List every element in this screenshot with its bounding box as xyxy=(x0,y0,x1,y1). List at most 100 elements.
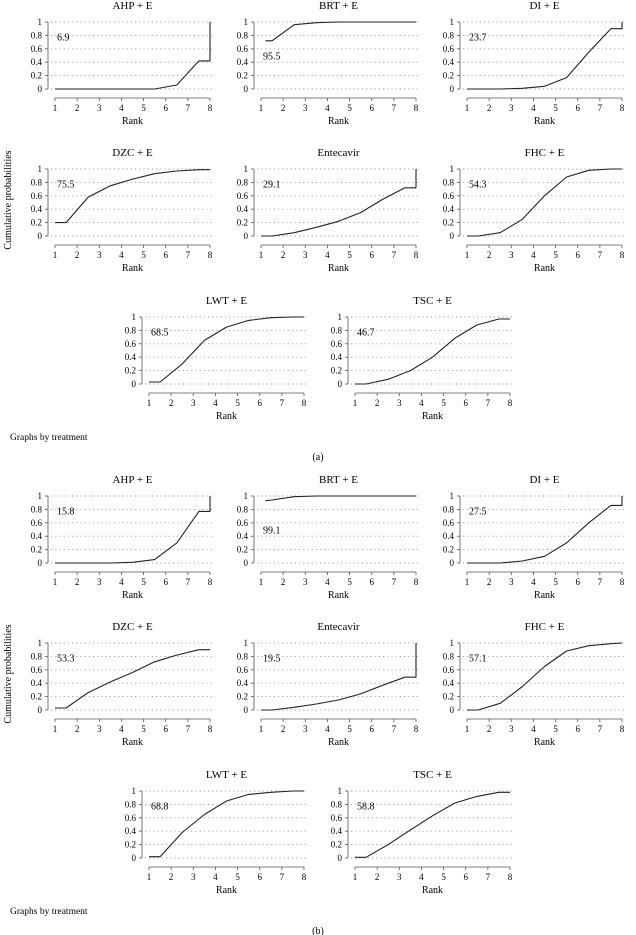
figure-caption: (b) xyxy=(312,926,324,935)
x-tick-label: 8 xyxy=(414,250,419,260)
y-tick-label: 0.8 xyxy=(31,504,43,514)
y-tick-label: 0 xyxy=(450,558,455,568)
x-tick-label: 5 xyxy=(235,872,240,882)
x-tick-label: 7 xyxy=(280,872,285,882)
series-line xyxy=(55,496,211,564)
y-tick-label: 0.4 xyxy=(237,678,249,688)
x-tick-label: 6 xyxy=(463,872,468,882)
sucra-label: 46.7 xyxy=(357,328,375,339)
x-tick-label: 5 xyxy=(553,577,558,587)
y-tick-label: 1 xyxy=(38,491,43,501)
x-tick-label: 2 xyxy=(281,250,286,260)
panel-title: TSC + E xyxy=(413,769,452,781)
y-tick-label: 0.4 xyxy=(237,57,249,67)
x-tick-label: 1 xyxy=(147,398,152,408)
series-line xyxy=(355,318,510,385)
series-line xyxy=(149,790,304,858)
panel-title: DI + E xyxy=(529,0,559,12)
y-tick-label: 0 xyxy=(38,231,43,241)
x-tick-label: 3 xyxy=(97,250,102,260)
y-tick-label: 0.8 xyxy=(331,325,343,335)
x-tick-label: 4 xyxy=(531,103,536,113)
x-tick-label: 2 xyxy=(169,398,174,408)
y-tick-label: 0.6 xyxy=(331,339,343,349)
x-axis-label: Rank xyxy=(534,737,555,748)
y-tick-label: 0.8 xyxy=(31,30,43,40)
x-tick-label: 8 xyxy=(508,872,513,882)
x-tick-label: 2 xyxy=(375,398,380,408)
chart-b: AHP + E 0 0.2 0.4 0.6 0.8 1 1 2 3 4 5 6 7 8 Rank 15.8 BRT… xyxy=(3,474,626,935)
figure-caption: (a) xyxy=(312,452,323,463)
y-tick-label: 0.8 xyxy=(237,30,249,40)
panel: Entecavir 0 0.2 0.4 0.6 0.8 1 1 2 3 4 5 6 7 8 Rank 19.5 xyxy=(237,621,420,748)
panel: TSC + E 0 0.2 0.4 0.6 0.8 1 1 2 3 4 5 6 7 8 Rank 46.7 xyxy=(331,295,514,422)
y-tick-label: 1 xyxy=(244,17,249,27)
x-tick-label: 4 xyxy=(213,398,218,408)
panel: LWT + E 0 0.2 0.4 0.6 0.8 1 1 2 3 4 5 6 7 8 Rank 68.5 xyxy=(125,295,308,422)
x-axis-label: Rank xyxy=(328,263,349,274)
y-tick-label: 1 xyxy=(450,17,455,27)
y-tick-label: 1 xyxy=(38,638,43,648)
x-axis-label: Rank xyxy=(122,116,143,127)
x-tick-label: 5 xyxy=(347,577,352,587)
x-axis-label: Rank xyxy=(422,885,443,896)
y-tick-label: 0.6 xyxy=(31,518,43,528)
y-tick-label: 1 xyxy=(244,638,249,648)
x-tick-label: 1 xyxy=(259,103,264,113)
panel: DI + E 0 0.2 0.4 0.6 0.8 1 1 2 3 4 5 6 7 8 Rank 23.7 xyxy=(443,0,626,127)
x-tick-label: 5 xyxy=(347,724,352,734)
x-tick-label: 4 xyxy=(325,577,330,587)
x-tick-label: 6 xyxy=(575,103,580,113)
panel: DZC + E 0 0.2 0.4 0.6 0.8 1 1 2 3 4 5 6 7 8 Rank 75.5 xyxy=(31,147,214,274)
x-axis-label: Rank xyxy=(534,263,555,274)
x-tick-label: 5 xyxy=(141,724,146,734)
x-tick-label: 8 xyxy=(620,103,625,113)
y-tick-label: 0 xyxy=(38,705,43,715)
y-tick-label: 0.6 xyxy=(237,44,249,54)
y-tick-label: 0 xyxy=(244,558,249,568)
x-tick-label: 1 xyxy=(53,103,58,113)
x-axis-label: Rank xyxy=(328,737,349,748)
x-tick-label: 4 xyxy=(325,103,330,113)
y-tick-label: 1 xyxy=(132,312,137,322)
y-tick-label: 0.6 xyxy=(237,191,249,201)
x-tick-label: 1 xyxy=(259,724,264,734)
panel-title: BRT + E xyxy=(319,474,358,486)
y-tick-label: 0.6 xyxy=(443,518,455,528)
x-tick-label: 1 xyxy=(259,577,264,587)
x-tick-label: 8 xyxy=(414,724,419,734)
y-tick-label: 1 xyxy=(450,638,455,648)
x-tick-label: 6 xyxy=(463,398,468,408)
x-tick-label: 2 xyxy=(487,250,492,260)
x-tick-label: 4 xyxy=(419,872,424,882)
x-tick-label: 6 xyxy=(369,103,374,113)
series-line xyxy=(261,169,417,237)
x-tick-label: 1 xyxy=(259,250,264,260)
footnote: Graphs by treatment xyxy=(10,907,88,917)
y-tick-label: 0.2 xyxy=(443,218,454,228)
y-tick-label: 0.8 xyxy=(237,504,249,514)
y-tick-label: 0.8 xyxy=(31,177,43,187)
x-axis-label: Rank xyxy=(216,885,237,896)
y-tick-label: 0.6 xyxy=(237,518,249,528)
sucra-label: 29.1 xyxy=(263,180,281,191)
x-tick-label: 3 xyxy=(97,577,102,587)
sucra-label: 58.8 xyxy=(357,802,375,813)
x-tick-label: 3 xyxy=(303,724,308,734)
y-tick-label: 0.4 xyxy=(31,57,43,67)
y-tick-label: 0.6 xyxy=(331,813,343,823)
sucra-label: 54.3 xyxy=(469,180,487,191)
y-tick-label: 0.6 xyxy=(443,665,455,675)
y-tick-label: 0.6 xyxy=(125,339,137,349)
x-tick-label: 4 xyxy=(119,724,124,734)
series-line xyxy=(55,22,211,90)
x-tick-label: 7 xyxy=(598,250,603,260)
x-tick-label: 7 xyxy=(186,250,191,260)
x-tick-label: 4 xyxy=(531,577,536,587)
x-tick-label: 3 xyxy=(97,103,102,113)
panel: Entecavir 0 0.2 0.4 0.6 0.8 1 1 2 3 4 5 6 7 8 Rank 29.1 xyxy=(237,147,420,274)
y-tick-label: 0 xyxy=(132,853,137,863)
panel: FHC + E 0 0.2 0.4 0.6 0.8 1 1 2 3 4 5 6 7 8 Rank 54.3 xyxy=(443,147,626,274)
y-tick-label: 0.8 xyxy=(331,799,343,809)
y-tick-label: 1 xyxy=(132,786,137,796)
